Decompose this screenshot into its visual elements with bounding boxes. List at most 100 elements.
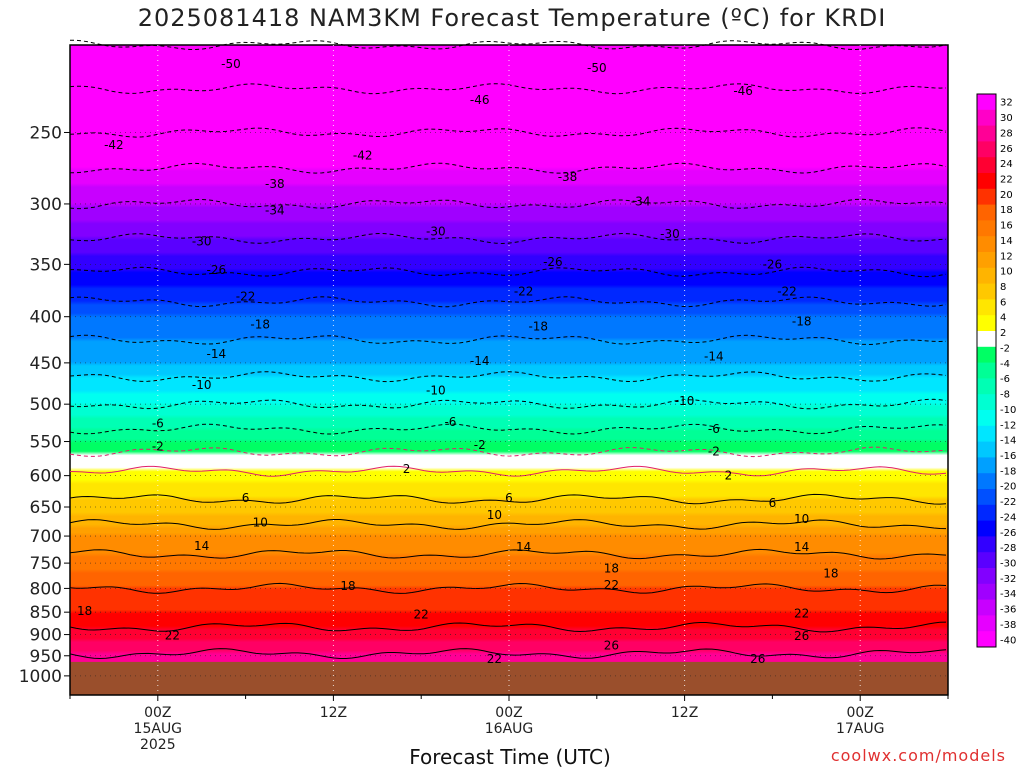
colorbar-swatch xyxy=(977,457,996,474)
colorbar-swatch xyxy=(977,315,996,332)
colorbar-swatch xyxy=(977,94,996,111)
contour-line xyxy=(69,621,947,633)
colorbar-label: -38 xyxy=(1000,620,1016,631)
colorbar-swatch xyxy=(977,504,996,522)
contour-label: 6 xyxy=(769,496,777,510)
contour-label: 22 xyxy=(487,652,502,666)
colorbar-label: -10 xyxy=(1000,405,1016,416)
colorbar-label: -24 xyxy=(1000,512,1016,523)
x-tick-label: 00Z xyxy=(846,705,873,721)
colorbar-label: 20 xyxy=(1000,190,1013,201)
contour-label: -18 xyxy=(528,319,548,333)
colorbar-label: -34 xyxy=(1000,589,1016,600)
colorbar-swatch xyxy=(977,441,996,458)
y-tick-label: 350 xyxy=(30,255,62,275)
contour-line xyxy=(69,371,947,383)
colorbar-swatch xyxy=(977,236,996,253)
colorbar-label: 30 xyxy=(1000,113,1013,124)
contour-line xyxy=(69,232,947,245)
ground-below-surface xyxy=(70,661,948,695)
contour-label: 10 xyxy=(253,515,268,529)
y-tick-label: 550 xyxy=(30,433,62,453)
colorbar-label: 28 xyxy=(1000,128,1013,139)
contour-label: 10 xyxy=(487,508,502,522)
x-axis-label: Forecast Time (UTC) xyxy=(409,745,611,769)
colorbar-swatch xyxy=(977,267,996,285)
colorbar-label: -18 xyxy=(1000,466,1016,477)
colorbar: 32 30 28 26 24 22 20 18 16 14 12 10 8 6 4 2 -2 -4 -6 -8 -10 -… xyxy=(976,93,1016,648)
contour-label: -38 xyxy=(558,170,578,184)
y-tick-label: 700 xyxy=(30,527,62,547)
colorbar-swatch xyxy=(977,109,996,127)
contour-label: -2 xyxy=(474,438,486,452)
contour-lines xyxy=(69,39,947,660)
colorbar-swatch xyxy=(977,252,996,269)
contour-label: 14 xyxy=(194,539,209,553)
colorbar-label: -8 xyxy=(1000,390,1010,401)
colorbar-swatch xyxy=(977,157,996,174)
colorbar-swatch xyxy=(977,631,996,648)
contour-line xyxy=(69,519,947,530)
colorbar-swatch xyxy=(977,346,996,364)
contour-label: 26 xyxy=(604,638,619,652)
contour-label: 18 xyxy=(77,604,92,618)
colorbar-label: 14 xyxy=(1000,236,1013,247)
contour-label: -46 xyxy=(733,84,753,98)
colorbar-label: 24 xyxy=(1000,159,1013,170)
contour-label: -34 xyxy=(631,194,651,208)
y-tick-label: 300 xyxy=(30,195,62,215)
contour-label: -14 xyxy=(207,347,227,361)
contour-label: -46 xyxy=(470,93,490,107)
y-tick-label: 650 xyxy=(30,498,62,518)
x-tick-label: 17AUG xyxy=(836,721,885,737)
contour-label: -22 xyxy=(236,290,256,304)
contour-label: -6 xyxy=(444,415,456,429)
contour-label: 6 xyxy=(505,491,513,505)
x-tick-label: 16AUG xyxy=(485,721,534,737)
colorbar-label: 4 xyxy=(1000,313,1006,324)
contour-line xyxy=(69,446,947,458)
colorbar-label: -30 xyxy=(1000,559,1016,570)
contour-label: -50 xyxy=(587,61,607,75)
y-tick-label: 1000 xyxy=(19,667,62,687)
colorbar-swatch xyxy=(977,473,996,490)
colorbar-label: 22 xyxy=(1000,174,1013,185)
contour-label: 18 xyxy=(604,561,619,575)
x-tick-label: 12Z xyxy=(320,705,347,721)
colorbar-swatch xyxy=(977,283,996,300)
colorbar-label: 18 xyxy=(1000,205,1013,216)
colorbar-swatch xyxy=(977,425,996,443)
contour-labels: -50 -50 -46 -46 -42 -42 -38 -38 -34 -34 -30 -30 -30 -… xyxy=(77,57,839,666)
colorbar-swatch xyxy=(977,536,996,553)
contour-label: 26 xyxy=(750,652,765,666)
colorbar-label: -12 xyxy=(1000,420,1016,431)
colorbar-label: -4 xyxy=(1000,359,1010,370)
credit-text: coolwx.com/models xyxy=(830,746,1006,765)
colorbar-swatch xyxy=(977,552,996,569)
contour-label: 22 xyxy=(604,578,619,592)
colorbar-swatch xyxy=(977,599,996,616)
contour-line xyxy=(69,39,947,51)
contour-label: 2 xyxy=(403,462,411,476)
colorbar-swatch xyxy=(977,188,996,206)
contour-label: 22 xyxy=(414,607,429,621)
x-tick-label: 00Z xyxy=(144,705,171,721)
contour-label: 22 xyxy=(165,628,180,642)
colorbar-swatch xyxy=(977,615,996,632)
y-tick-label: 500 xyxy=(30,395,62,415)
contour-label: -30 xyxy=(426,225,446,239)
contour-line xyxy=(69,296,947,308)
colorbar-swatch xyxy=(977,520,996,537)
colorbar-frame xyxy=(976,93,997,648)
colorbar-swatch xyxy=(977,125,996,142)
contour-label: -10 xyxy=(426,384,446,398)
colorbar-label: -6 xyxy=(1000,374,1010,385)
contour-label: -26 xyxy=(763,257,783,271)
contour-label: -42 xyxy=(104,138,124,152)
contour-label: -30 xyxy=(660,227,680,241)
contour-label: -10 xyxy=(675,394,695,408)
contour-label: -18 xyxy=(792,315,812,329)
y-tick-label: 400 xyxy=(30,308,62,328)
contour-label: -6 xyxy=(152,416,164,430)
